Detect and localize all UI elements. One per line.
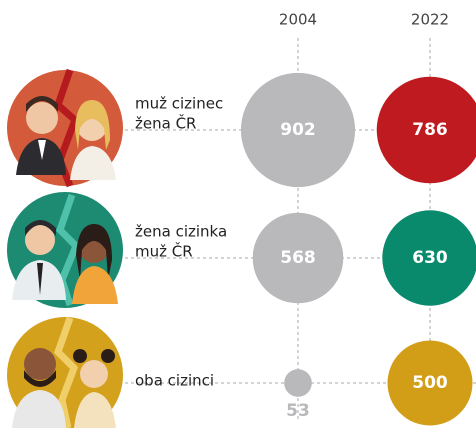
chart: muž cizinecžena ČR žena cizinkamuž ČR oba … bbox=[0, 0, 476, 428]
value-label: 630 bbox=[412, 248, 448, 268]
bubble bbox=[284, 369, 312, 397]
avatar-2 bbox=[7, 192, 123, 308]
legend-label: 2022 bbox=[411, 11, 449, 29]
avatar-1 bbox=[7, 70, 123, 186]
value-label: 786 bbox=[412, 120, 448, 140]
category-label: žena cizinka bbox=[135, 223, 227, 241]
value-label: 568 bbox=[280, 248, 316, 268]
legend-label: 2004 bbox=[279, 11, 317, 29]
category-label: oba cizinci bbox=[135, 372, 214, 390]
value-label: 500 bbox=[412, 373, 448, 393]
category-label: muž cizinec bbox=[135, 95, 223, 113]
value-label: 902 bbox=[280, 120, 316, 140]
value-label: 53 bbox=[286, 401, 310, 421]
avatar-3 bbox=[7, 317, 123, 428]
category-label: žena ČR bbox=[135, 114, 196, 133]
category-label: muž ČR bbox=[135, 242, 193, 261]
